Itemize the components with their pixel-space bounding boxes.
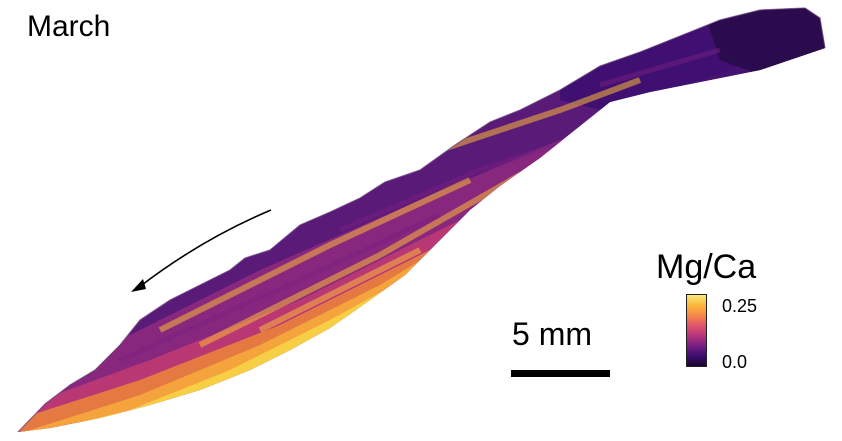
scale-bar	[511, 370, 610, 377]
scale-bar-label: 5 mm	[512, 316, 592, 352]
arrow-head-icon	[131, 279, 146, 292]
colorbar-min-label: 0.0	[722, 352, 748, 372]
growth-direction-arrow	[137, 209, 272, 289]
shell-outline	[17, 7, 826, 433]
colorbar-max-label: 0.25	[722, 296, 758, 316]
month-label: March	[27, 10, 111, 43]
colorbar-gradient	[686, 294, 707, 367]
colorbar-title: Mg/Ca	[656, 248, 757, 286]
